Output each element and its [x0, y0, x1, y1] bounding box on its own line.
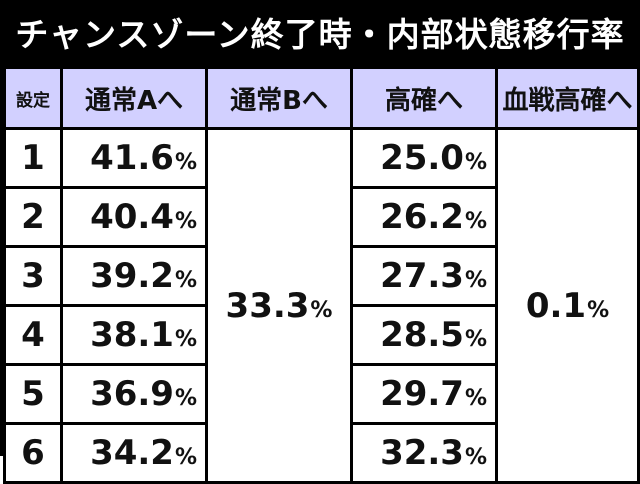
- percent-unit: %: [464, 209, 487, 234]
- normal-a-cell: 39.2%: [60, 245, 208, 307]
- value: 33.3: [225, 285, 310, 326]
- header-setting: 設定: [3, 66, 63, 130]
- table-row: 4 38.1% 28.5%: [3, 304, 639, 366]
- percent-unit: %: [174, 209, 197, 234]
- table-header-row: 設定 通常Aへ 通常Bへ 高確へ 血戦高確へ: [3, 66, 640, 130]
- header-blood-high: 血戦高確へ: [495, 66, 640, 130]
- percent-unit: %: [174, 386, 197, 411]
- percent-unit: %: [174, 268, 197, 293]
- high-cell: 26.2%: [350, 186, 498, 248]
- table-row: 5 36.9% 29.7%: [3, 363, 639, 425]
- percent-unit: %: [310, 297, 333, 323]
- table-row: 2 40.4% 26.2%: [3, 186, 639, 248]
- header-high: 高確へ: [350, 66, 498, 130]
- percent-unit: %: [464, 327, 487, 352]
- header-normal-b: 通常Bへ: [205, 66, 353, 130]
- setting-cell: 1: [3, 127, 63, 189]
- setting-cell: 4: [3, 304, 63, 366]
- high-cell: 32.3%: [350, 422, 498, 484]
- value: 34.2: [90, 433, 174, 473]
- high-cell: 27.3%: [350, 245, 498, 307]
- high-cell: 29.7%: [350, 363, 498, 425]
- value: 32.3: [380, 433, 464, 473]
- percent-unit: %: [464, 150, 487, 175]
- setting-cell: 2: [3, 186, 63, 248]
- percent-unit: %: [464, 268, 487, 293]
- normal-a-cell: 40.4%: [60, 186, 208, 248]
- normal-a-cell: 38.1%: [60, 304, 208, 366]
- value: 26.2: [380, 197, 464, 237]
- percent-unit: %: [464, 445, 487, 470]
- value: 27.3: [380, 256, 464, 296]
- value: 39.2: [90, 256, 174, 296]
- transition-rate-table: 設定 通常Aへ 通常Bへ 高確へ 血戦高確へ 1 41.6% 33.3% 25.…: [3, 66, 640, 484]
- value: 29.7: [380, 374, 464, 414]
- normal-a-cell: 34.2%: [60, 422, 208, 484]
- percent-unit: %: [174, 327, 197, 352]
- setting-cell: 6: [3, 422, 63, 484]
- percent-unit: %: [174, 150, 197, 175]
- table-row: 3 39.2% 27.3%: [3, 245, 639, 307]
- normal-a-cell: 36.9%: [60, 363, 208, 425]
- percent-unit: %: [174, 445, 197, 470]
- setting-cell: 5: [3, 363, 63, 425]
- table-row: 1 41.6% 33.3% 25.0% 0.1%: [3, 127, 640, 484]
- value: 25.0: [380, 138, 464, 178]
- value: 0.1: [525, 285, 587, 326]
- percent-unit: %: [464, 386, 487, 411]
- value: 38.1: [90, 315, 174, 355]
- high-cell: 28.5%: [350, 304, 498, 366]
- setting-cell: 3: [3, 245, 63, 307]
- header-normal-a: 通常Aへ: [60, 66, 208, 130]
- normal-a-cell: 41.6%: [60, 127, 208, 189]
- percent-unit: %: [587, 297, 610, 323]
- blood-high-merged-cell: 0.1%: [495, 127, 640, 484]
- value: 41.6: [90, 138, 174, 178]
- value: 40.4: [90, 197, 174, 237]
- value: 28.5: [380, 315, 464, 355]
- high-cell: 25.0%: [350, 127, 498, 189]
- value: 36.9: [90, 374, 174, 414]
- page-title: チャンスゾーン終了時・内部状態移行率: [15, 15, 625, 54]
- normal-b-merged-cell: 33.3%: [205, 127, 353, 484]
